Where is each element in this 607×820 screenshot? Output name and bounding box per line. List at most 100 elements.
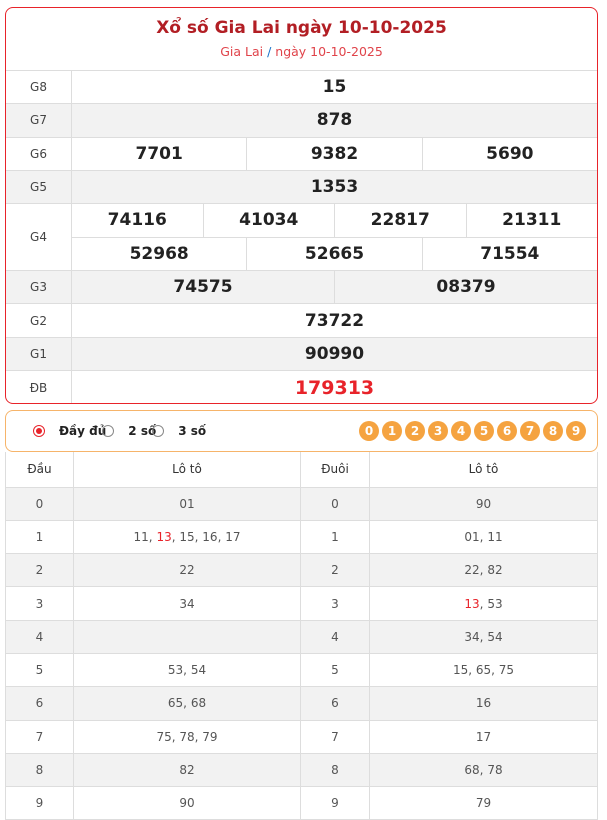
- prize-number: 52968: [129, 243, 189, 264]
- prize-number: 7701: [135, 143, 183, 164]
- prize-label: ĐB: [6, 371, 72, 403]
- loto-row: 7 75, 78, 79 7 17: [5, 719, 598, 754]
- loto-number: 54: [190, 663, 207, 678]
- prize-table: G8 15 G7 878 G6 7701 9382 5690 G5 1353 G4 74116 4103…: [6, 71, 597, 403]
- digit-button[interactable]: 9: [566, 421, 586, 441]
- radio-label: Đầy đủ: [59, 424, 107, 438]
- loto-number: 90: [475, 496, 492, 511]
- digit-button[interactable]: 1: [382, 421, 402, 441]
- loto-values: 34: [73, 586, 301, 621]
- loto-number: 34: [179, 596, 195, 611]
- breadcrumb-date[interactable]: ngày 10-10-2025: [275, 44, 383, 59]
- loto-row: 4 4 34, 54: [5, 619, 598, 654]
- loto-values: 90: [73, 786, 301, 820]
- loto-number: 11: [487, 529, 503, 544]
- radio-button[interactable]: [33, 425, 45, 437]
- loto-values: 11, 13, 15, 16, 17: [73, 519, 301, 555]
- loto-values: 15, 65, 75: [369, 652, 598, 688]
- header-loto: Lô tô: [73, 452, 301, 488]
- dau-digit: 4: [5, 619, 74, 654]
- prize-label: G5: [6, 170, 72, 204]
- loto-row: 6 65, 68 6 16: [5, 686, 598, 721]
- digit-button[interactable]: 3: [428, 421, 448, 441]
- digit-button[interactable]: 7: [520, 421, 540, 441]
- digit-button[interactable]: 5: [474, 421, 494, 441]
- prize-row: G8 15: [6, 71, 597, 105]
- breadcrumb-province[interactable]: Gia Lai: [220, 44, 264, 59]
- loto-number: 15: [452, 663, 469, 678]
- dau-digit: 5: [5, 652, 74, 688]
- digit-button[interactable]: 2: [405, 421, 425, 441]
- dau-digit: 6: [5, 686, 74, 721]
- prize-number: 1353: [310, 177, 359, 198]
- dau-digit: 9: [5, 786, 74, 820]
- dau-digit: 2: [5, 553, 74, 588]
- prize-number: 08379: [334, 271, 597, 304]
- radio-option[interactable]: 2 số: [102, 424, 156, 438]
- prize-row: G6 7701 9382 5690: [6, 137, 597, 171]
- loto-row: 3 34 3 13, 53: [5, 586, 598, 621]
- duoi-digit: 4: [300, 619, 370, 654]
- digit-button[interactable]: 0: [359, 421, 379, 441]
- prize-label: G1: [6, 337, 72, 371]
- prize-number: 74116: [107, 210, 167, 231]
- digit-button[interactable]: 8: [543, 421, 563, 441]
- loto-row: 8 82 8 68, 78: [5, 752, 598, 788]
- dau-digit: 8: [5, 752, 74, 788]
- loto-number: 16: [475, 696, 492, 711]
- radio-label: 2 số: [128, 424, 157, 438]
- duoi-digit: 5: [300, 652, 370, 688]
- loto-row: 2 22 2 22, 82: [5, 553, 598, 588]
- loto-number: 13: [464, 596, 480, 611]
- radio-button[interactable]: [102, 425, 115, 437]
- prize-row: G2 73722: [6, 304, 597, 338]
- loto-values: 65, 68: [73, 686, 301, 721]
- page-title: Xổ số Gia Lai ngày 10-10-2025: [156, 18, 447, 38]
- loto-values: 22: [73, 553, 301, 588]
- loto-number: 17: [225, 529, 241, 544]
- loto-table: Đầu Lô tô Đuôi Lô tô 0 01 0 90 1 11, 13, 15, …: [5, 452, 598, 820]
- loto-number: 53: [167, 663, 184, 678]
- loto-number: 78: [487, 763, 503, 778]
- loto-number: 68: [190, 696, 207, 711]
- loto-number: 82: [487, 563, 503, 578]
- loto-number: 90: [179, 796, 195, 811]
- duoi-digit: 0: [300, 486, 370, 521]
- prize-label: G4: [6, 204, 72, 271]
- radio-option[interactable]: Đầy đủ: [33, 424, 106, 438]
- header-duoi: Đuôi: [300, 452, 370, 488]
- loto-row: 5 53, 54 5 15, 65, 75: [5, 652, 598, 688]
- loto-number: 78: [179, 729, 195, 744]
- prize-row: G7 878: [6, 104, 597, 138]
- loto-number: 13: [156, 529, 172, 544]
- loto-number: 22: [464, 563, 480, 578]
- radio-button[interactable]: [152, 425, 165, 437]
- radio-label: 3 số: [178, 424, 207, 438]
- result-header: Xổ số Gia Lai ngày 10-10-2025 Gia Lai / …: [6, 8, 597, 71]
- prize-number: 74575: [173, 277, 233, 298]
- prize-row: ĐB 179313: [6, 371, 597, 403]
- prize-label: G6: [6, 137, 72, 170]
- loto-values: 82: [73, 752, 301, 788]
- digit-button[interactable]: 4: [451, 421, 471, 441]
- prize-label: G3: [6, 271, 72, 304]
- loto-values: 90: [369, 486, 598, 521]
- loto-number: 75: [156, 729, 172, 744]
- loto-number: 34: [464, 629, 480, 644]
- prize-number: 5690: [421, 137, 597, 170]
- prize-number: 878: [316, 110, 353, 131]
- duoi-digit: 2: [300, 553, 370, 588]
- prize-label: G8: [6, 71, 72, 104]
- loto-number: 82: [179, 763, 195, 778]
- loto-number: 17: [475, 729, 492, 744]
- header-dau: Đầu: [5, 452, 74, 488]
- result-panel: Xổ số Gia Lai ngày 10-10-2025 Gia Lai / …: [5, 7, 598, 404]
- prize-row: G1 90990: [6, 337, 597, 372]
- prize-number: 9382: [246, 137, 421, 170]
- breadcrumb: Gia Lai / ngày 10-10-2025: [6, 44, 597, 59]
- dau-digit: 1: [5, 519, 74, 555]
- digit-button[interactable]: 6: [497, 421, 517, 441]
- duoi-digit: 7: [300, 719, 370, 754]
- radio-option[interactable]: 3 số: [152, 424, 206, 438]
